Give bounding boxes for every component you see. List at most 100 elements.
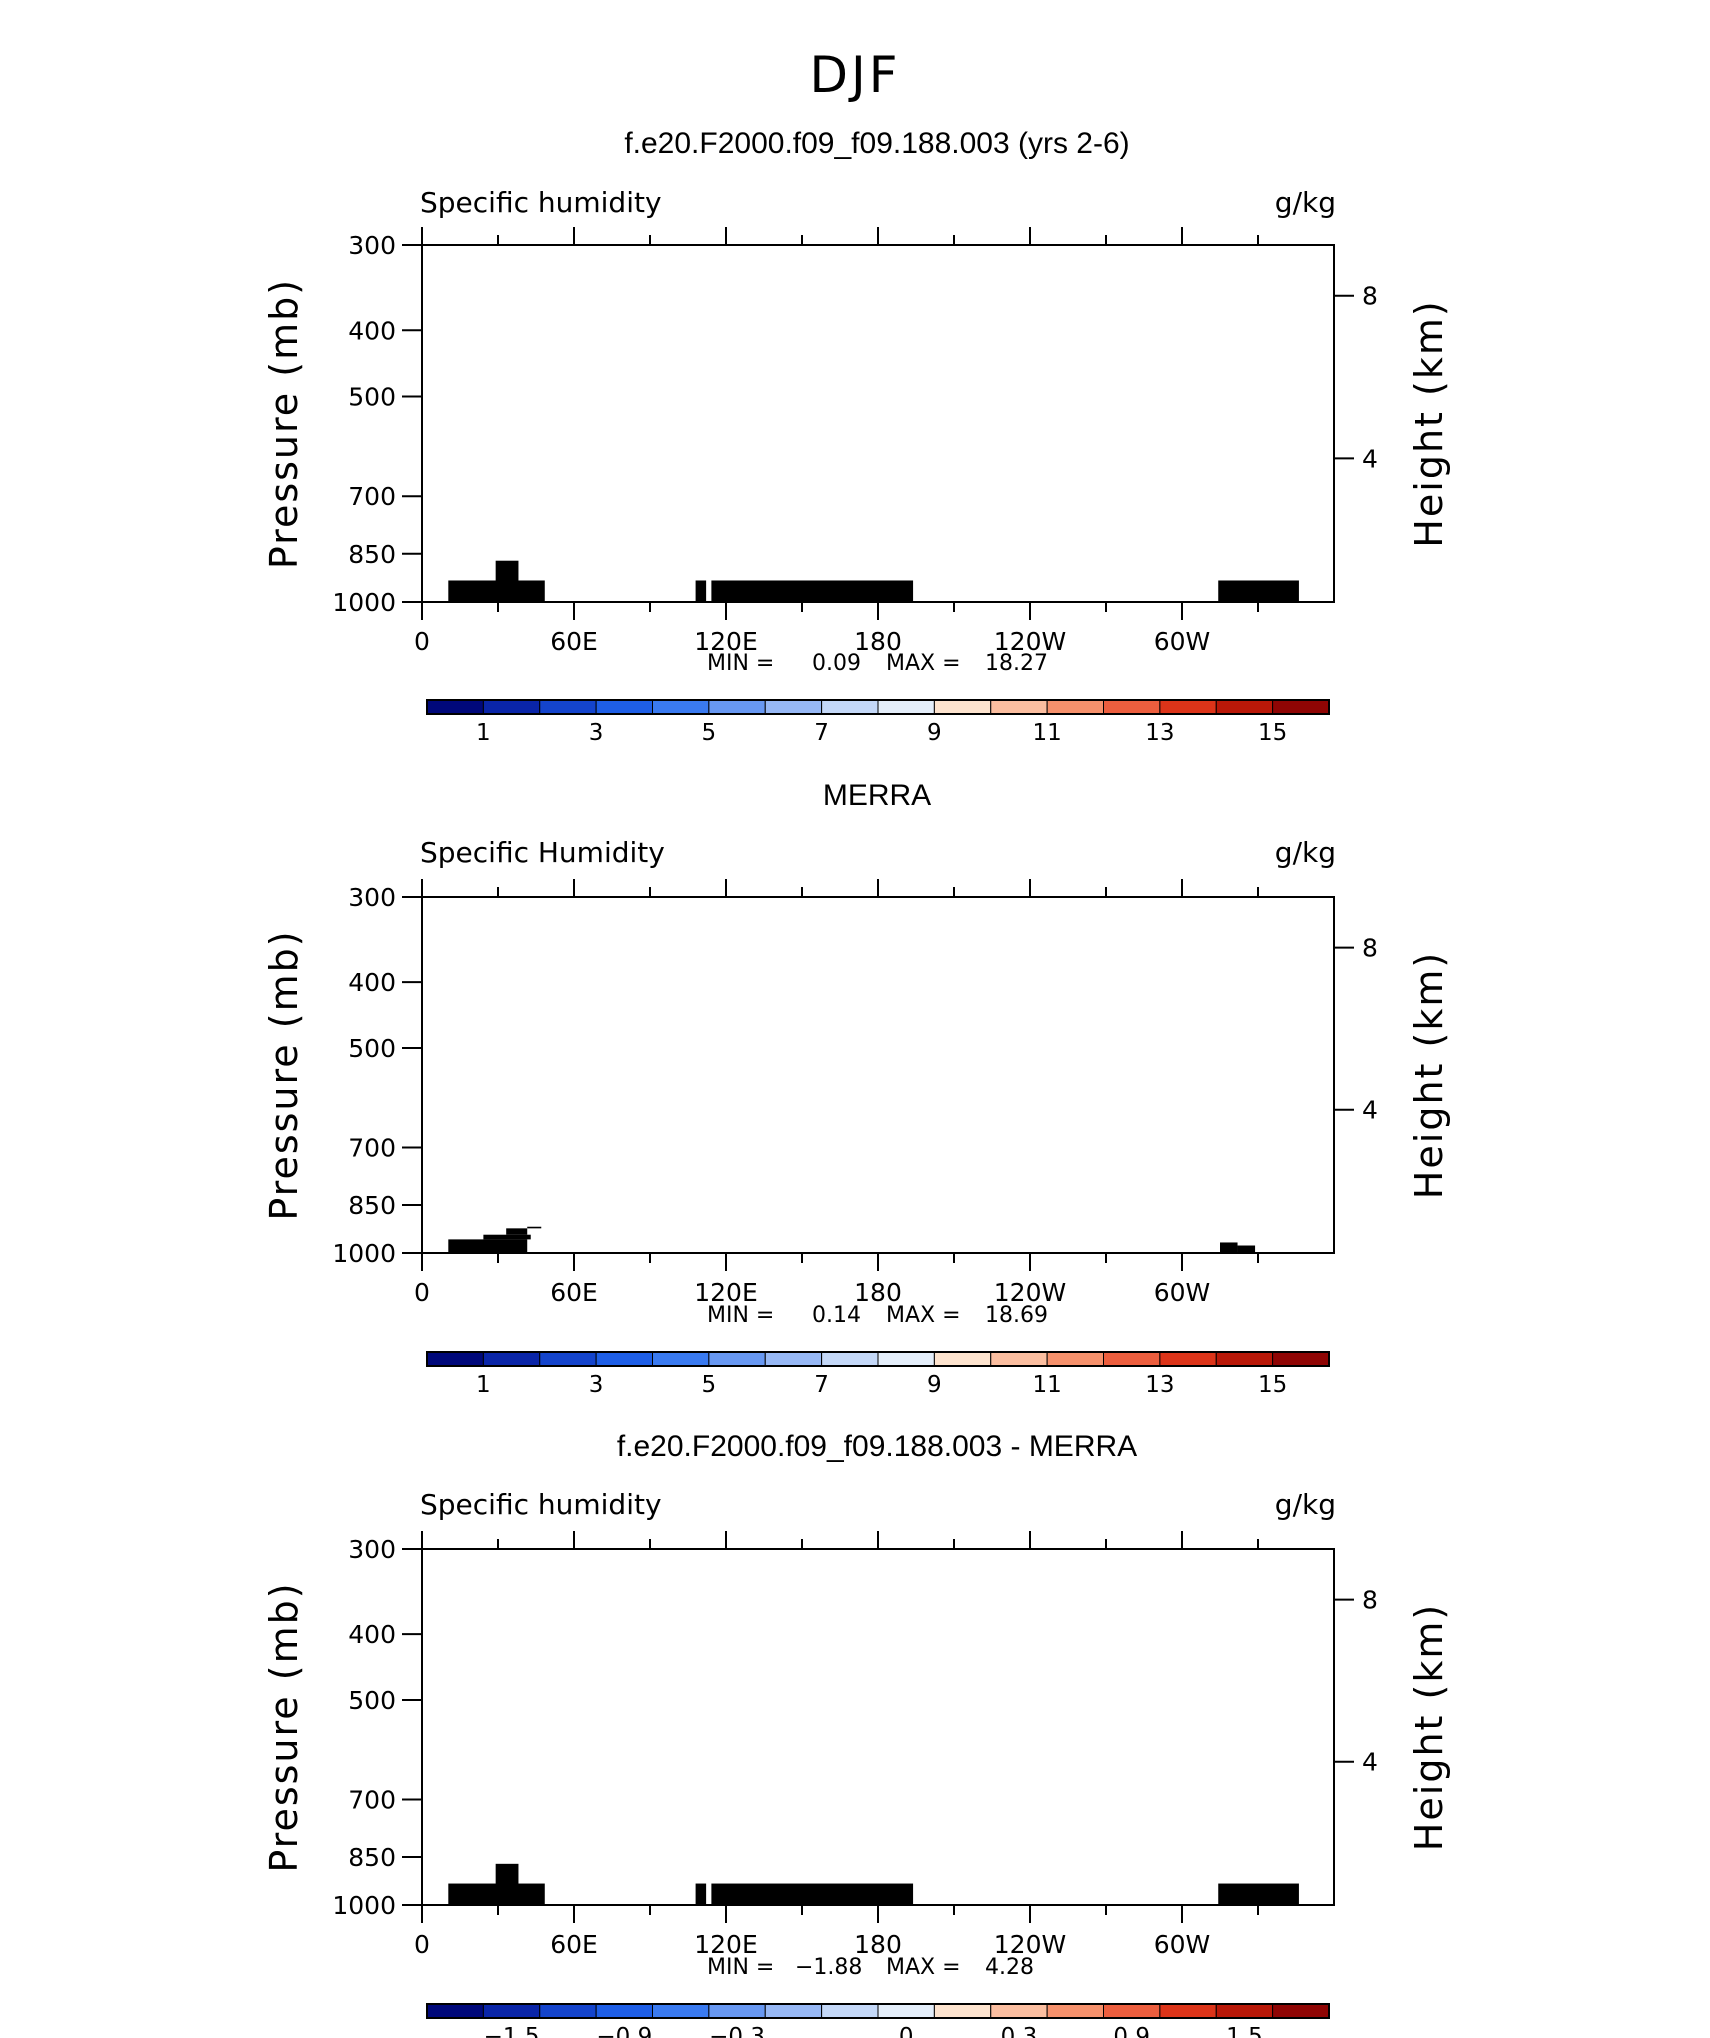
- colorbar-swatch: [1159, 699, 1217, 715]
- colorbar-tick-label: 0: [899, 2024, 914, 2038]
- panel-title: f.e20.F2000.f09_f09.188.003 (yrs 2-6): [624, 127, 1129, 160]
- x-tick-label: 120E: [694, 1278, 758, 1307]
- colorbar-swatch: [482, 699, 541, 715]
- x-tick-label: 60E: [550, 627, 598, 656]
- colorbar-swatch: [1046, 2003, 1104, 2019]
- topography-mask: [527, 1226, 542, 1229]
- y-right-tick-label: 8: [1362, 1586, 1378, 1615]
- colorbar-swatch: [595, 699, 653, 715]
- colorbar-tick-label: 9: [927, 1372, 942, 1398]
- colorbar-tick-label: −1.5: [484, 2024, 540, 2038]
- colorbar-swatch: [1103, 2003, 1161, 2019]
- variable-label: Specific humidity: [420, 1488, 662, 1521]
- chart-panel-3: f.e20.F2000.f09_f09.188.003 - MERRA Speci…: [262, 1430, 1451, 2038]
- colorbar-swatch: [990, 2003, 1048, 2019]
- colorbar-tick-label: −0.9: [596, 2024, 652, 2038]
- colorbar-tick-label: 7: [814, 1372, 829, 1398]
- colorbar-swatch: [595, 1351, 653, 1367]
- min-value: 0.09: [812, 651, 861, 676]
- y-tick-label: 300: [348, 883, 396, 912]
- colorbar-tick-label: 15: [1258, 720, 1287, 746]
- colorbar-swatch: [764, 2003, 823, 2019]
- colorbar-swatch: [652, 2003, 710, 2019]
- panel-title: f.e20.F2000.f09_f09.188.003 - MERRA: [617, 1430, 1137, 1463]
- topography-mask: [711, 580, 914, 602]
- colorbar-frame: [426, 2003, 1330, 2019]
- topography-mask: [1218, 1883, 1299, 1905]
- colorbar-tick-label: 13: [1145, 720, 1174, 746]
- max-label: MAX =: [886, 651, 961, 676]
- y-tick-label: 500: [348, 1686, 396, 1715]
- colorbar-swatch: [821, 2003, 879, 2019]
- colorbar-swatch: [708, 2003, 766, 2019]
- colorbar-frame: [426, 1351, 1330, 1367]
- y-right-axis-label: Height (km): [1407, 1603, 1451, 1851]
- min-label: MIN =: [707, 1303, 774, 1328]
- colorbar-swatch: [933, 2003, 992, 2019]
- units-label: g/kg: [1275, 1488, 1336, 1521]
- colorbar-swatch: [877, 1351, 935, 1367]
- topography-mask: [1218, 580, 1299, 602]
- y-tick-label: 700: [348, 1786, 396, 1815]
- topography-mask: [506, 1228, 528, 1235]
- colorbar-swatch: [1103, 1351, 1161, 1367]
- colorbar-swatch: [877, 2003, 935, 2019]
- colorbar-swatch: [652, 1351, 710, 1367]
- colorbar-swatch: [482, 1351, 541, 1367]
- colorbar-swatch: [426, 1351, 484, 1367]
- colorbar-tick-label: −0.3: [709, 2024, 765, 2038]
- figure-title: DJF: [809, 46, 900, 104]
- y-right-tick-label: 8: [1362, 934, 1378, 963]
- variable-label: Specific humidity: [420, 186, 662, 219]
- x-tick-label: 60E: [550, 1278, 598, 1307]
- colorbar-swatch: [426, 699, 484, 715]
- plot-frame: [421, 896, 1335, 1254]
- y-tick-label: 850: [348, 1843, 396, 1872]
- colorbar-swatch: [1159, 1351, 1217, 1367]
- y-tick-label: 700: [348, 1134, 396, 1163]
- topography-mask: [1237, 1245, 1256, 1253]
- y-tick-label: 500: [348, 382, 396, 411]
- colorbar-swatch: [933, 1351, 992, 1367]
- colorbar-swatch: [708, 1351, 766, 1367]
- y-right-tick-label: 4: [1362, 444, 1378, 473]
- colorbar-swatch: [990, 699, 1048, 715]
- y-axis-label: Pressure (mb): [262, 278, 306, 569]
- colorbar-tick-label: 1.5: [1226, 2024, 1263, 2038]
- x-tick-label: 0: [414, 627, 430, 656]
- x-tick-label: 120E: [694, 627, 758, 656]
- y-right-tick-label: 4: [1362, 1096, 1378, 1125]
- y-tick-label: 300: [348, 1535, 396, 1564]
- topography-mask: [495, 1863, 519, 1905]
- y-right-tick-label: 4: [1362, 1748, 1378, 1777]
- colorbar-swatch: [877, 699, 935, 715]
- x-tick-label: 180: [854, 1930, 902, 1959]
- colorbar-swatch: [764, 1351, 823, 1367]
- topography-mask: [1220, 1242, 1238, 1253]
- colorbar-swatch: [1215, 1351, 1274, 1367]
- colorbar-tick-label: 5: [702, 1372, 717, 1398]
- y-axis-label: Pressure (mb): [262, 1581, 306, 1872]
- x-tick-label: 120E: [694, 1930, 758, 1959]
- colorbar-swatch: [821, 1351, 879, 1367]
- colorbar-tick-label: 11: [1032, 720, 1061, 746]
- colorbar-tick-label: 11: [1032, 1372, 1061, 1398]
- colorbar-swatch: [1215, 2003, 1274, 2019]
- min-value: 0.14: [812, 1303, 861, 1328]
- y-right-axis-label: Height (km): [1407, 299, 1451, 547]
- colorbar-swatch: [708, 699, 766, 715]
- x-tick-label: 0: [414, 1930, 430, 1959]
- colorbar-swatch: [482, 2003, 541, 2019]
- colorbar-swatch: [539, 699, 597, 715]
- y-tick-label: 1000: [332, 1891, 396, 1920]
- topography-mask: [695, 580, 707, 602]
- colorbar-swatch: [1215, 699, 1274, 715]
- y-tick-label: 500: [348, 1034, 396, 1063]
- x-tick-label: 180: [854, 627, 902, 656]
- min-value: −1.88: [795, 1955, 862, 1980]
- y-tick-label: 850: [348, 1191, 396, 1220]
- colorbar-swatch: [1159, 2003, 1217, 2019]
- colorbar-swatch: [1272, 1351, 1330, 1367]
